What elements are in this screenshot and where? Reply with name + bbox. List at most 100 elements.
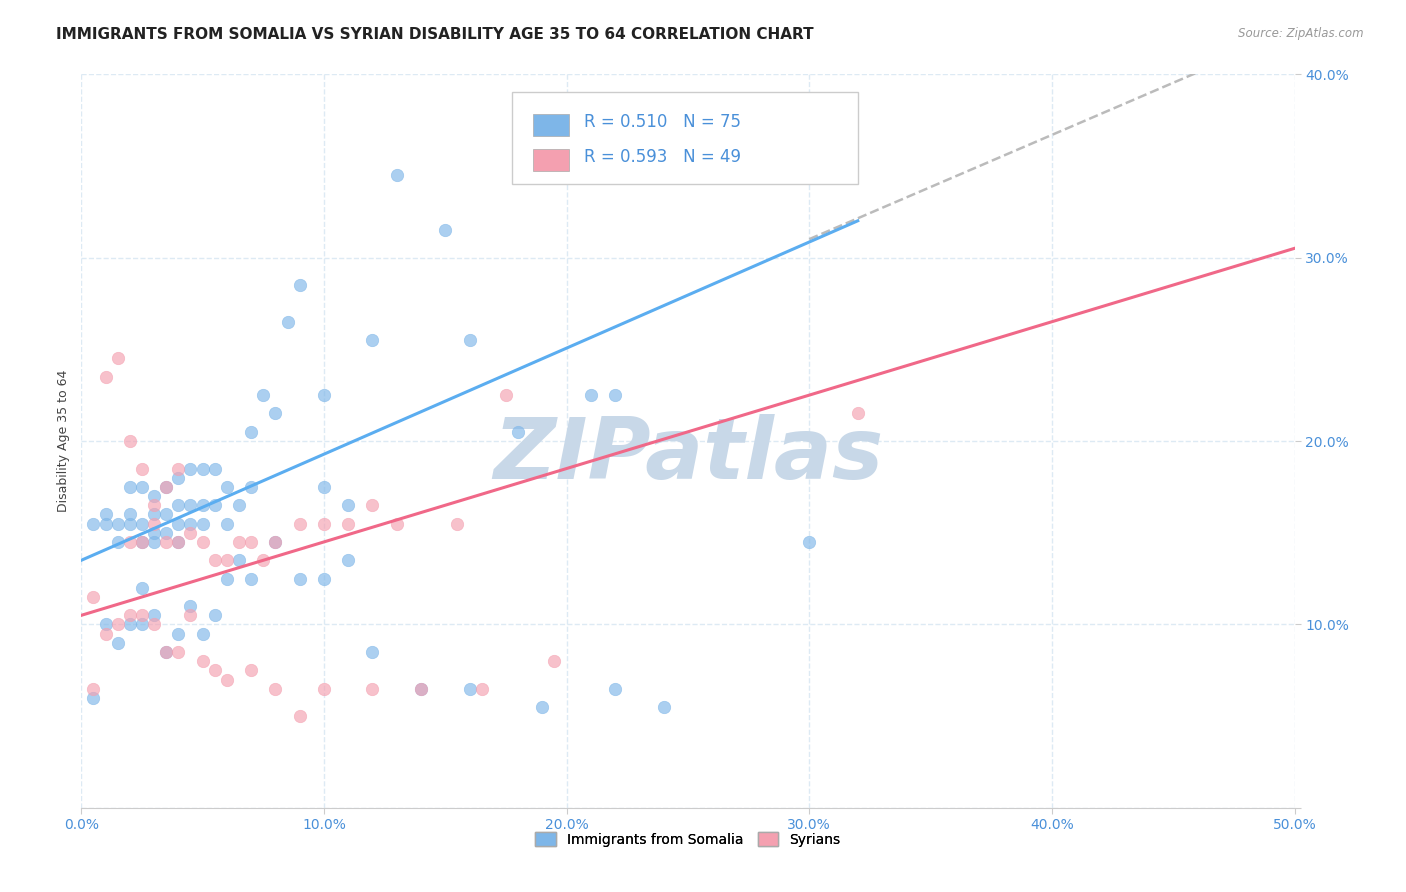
Point	[288, 709, 311, 723]
Point	[179, 498, 201, 512]
Point	[846, 407, 869, 421]
Point	[361, 645, 384, 659]
Point	[118, 617, 141, 632]
Point	[118, 508, 141, 522]
Point	[131, 617, 153, 632]
Point	[204, 461, 226, 475]
Point	[361, 681, 384, 696]
Point	[228, 498, 250, 512]
Point	[82, 516, 104, 531]
Point	[179, 461, 201, 475]
Point	[167, 516, 190, 531]
Point	[337, 553, 360, 567]
Point	[288, 572, 311, 586]
Point	[312, 516, 335, 531]
Point	[131, 535, 153, 549]
Point	[264, 681, 287, 696]
Point	[264, 535, 287, 549]
Point	[312, 480, 335, 494]
Point	[409, 681, 432, 696]
Point	[155, 480, 177, 494]
Point	[94, 369, 117, 384]
Point	[191, 516, 214, 531]
Point	[240, 535, 263, 549]
Point	[107, 617, 129, 632]
Point	[312, 681, 335, 696]
Point	[94, 516, 117, 531]
Point	[240, 664, 263, 678]
Point	[215, 673, 238, 687]
Point	[215, 480, 238, 494]
Point	[531, 700, 554, 714]
Point	[179, 608, 201, 623]
FancyBboxPatch shape	[512, 93, 858, 184]
Point	[155, 480, 177, 494]
Text: R = 0.593   N = 49: R = 0.593 N = 49	[583, 148, 741, 166]
Point	[252, 553, 274, 567]
Point	[155, 508, 177, 522]
Point	[191, 654, 214, 668]
Point	[204, 498, 226, 512]
Point	[579, 388, 602, 402]
Point	[118, 516, 141, 531]
Point	[215, 516, 238, 531]
FancyBboxPatch shape	[533, 114, 569, 136]
Point	[191, 498, 214, 512]
Point	[167, 645, 190, 659]
Point	[385, 168, 408, 182]
FancyBboxPatch shape	[533, 149, 569, 171]
Point	[179, 599, 201, 614]
Point	[312, 388, 335, 402]
Point	[603, 681, 626, 696]
Point	[264, 407, 287, 421]
Point	[155, 645, 177, 659]
Point	[288, 516, 311, 531]
Point	[179, 525, 201, 540]
Point	[252, 388, 274, 402]
Point	[131, 535, 153, 549]
Point	[107, 535, 129, 549]
Point	[107, 516, 129, 531]
Point	[131, 461, 153, 475]
Point	[143, 489, 166, 503]
Point	[337, 498, 360, 512]
Point	[131, 516, 153, 531]
Point	[471, 681, 494, 696]
Point	[118, 434, 141, 448]
Point	[312, 572, 335, 586]
Point	[143, 608, 166, 623]
Point	[288, 278, 311, 293]
Point	[143, 498, 166, 512]
Point	[143, 525, 166, 540]
Point	[82, 590, 104, 604]
Point	[204, 664, 226, 678]
Point	[143, 508, 166, 522]
Point	[215, 553, 238, 567]
Point	[337, 516, 360, 531]
Point	[240, 480, 263, 494]
Point	[143, 617, 166, 632]
Point	[155, 535, 177, 549]
Point	[361, 498, 384, 512]
Point	[543, 654, 565, 668]
Point	[409, 681, 432, 696]
Point	[652, 700, 675, 714]
Point	[277, 315, 299, 329]
Point	[506, 425, 529, 439]
Point	[361, 333, 384, 347]
Point	[240, 425, 263, 439]
Point	[155, 645, 177, 659]
Point	[167, 461, 190, 475]
Y-axis label: Disability Age 35 to 64: Disability Age 35 to 64	[58, 370, 70, 512]
Point	[143, 535, 166, 549]
Point	[118, 480, 141, 494]
Point	[240, 572, 263, 586]
Point	[107, 351, 129, 366]
Point	[118, 535, 141, 549]
Point	[107, 636, 129, 650]
Point	[799, 535, 821, 549]
Point	[228, 535, 250, 549]
Text: R = 0.510   N = 75: R = 0.510 N = 75	[583, 113, 741, 131]
Point	[228, 553, 250, 567]
Point	[167, 471, 190, 485]
